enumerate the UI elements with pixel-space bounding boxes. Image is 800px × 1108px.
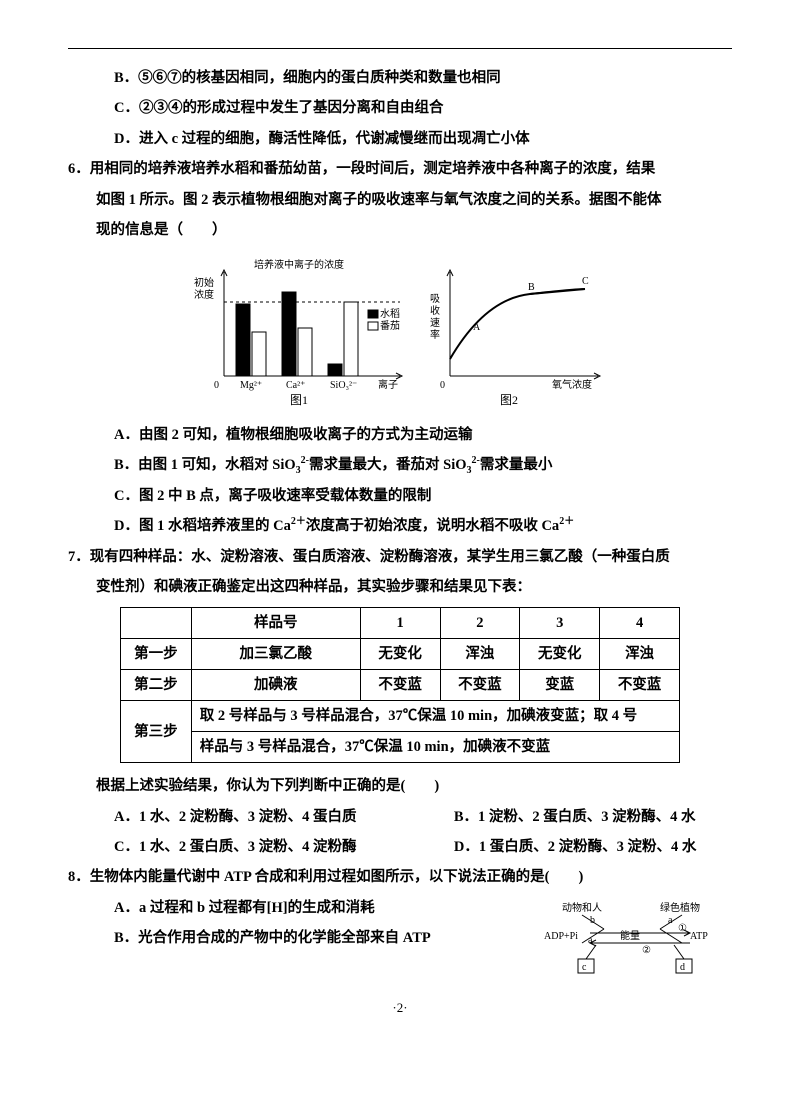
q6-opt-c: C．图 2 中 B 点，离子吸收速率受载体数量的限制	[68, 481, 732, 511]
svg-text:吸: 吸	[430, 294, 440, 305]
svg-text:Ca²⁺: Ca²⁺	[286, 380, 305, 391]
q8-opt-b: B．光合作用合成的产物中的化学能全部来自 ATP	[68, 923, 542, 953]
svg-text:d: d	[680, 962, 685, 973]
fig1-title: 培养液中离子的浓度	[254, 258, 344, 271]
q6-stem3: 现的信息是（ ）	[68, 215, 732, 245]
q5-opt-d: D．进入 c 过程的细胞，酶活性降低，代谢减慢继而出现凋亡小体	[68, 124, 732, 154]
svg-text:SiO₃²⁻: SiO₃²⁻	[330, 380, 357, 391]
q6-figures: 培养液中离子的浓度 初始 浓度 Mg²⁺ Ca²⁺ SiO₃²⁻ 离子 0 水稻…	[68, 254, 732, 414]
svg-text:番茄: 番茄	[380, 319, 400, 332]
svg-text:动物和人: 动物和人	[562, 901, 602, 914]
svg-text:离子: 离子	[378, 378, 398, 391]
svg-text:A: A	[473, 322, 481, 333]
svg-text:b: b	[590, 915, 595, 926]
svg-text:能量: 能量	[620, 929, 640, 942]
svg-text:ATP: ATP	[690, 931, 708, 942]
q6-stem2: 如图 1 所示。图 2 表示植物根细胞对离子的吸收速率与氧气浓度之间的关系。据图…	[68, 185, 732, 215]
q6-opt-a: A．由图 2 可知，植物根细胞吸收离子的方式为主动运输	[68, 420, 732, 450]
svg-text:速: 速	[430, 317, 440, 329]
svg-text:c: c	[582, 962, 587, 973]
fig1-ylab2: 浓度	[194, 288, 214, 301]
q6-opt-b: B．由图 1 可知，水稻对 SiO32-需求量最大，番茄对 SiO32-需求量最…	[68, 450, 732, 481]
q8-figure: 动物和人 绿色植物 ADP+Pi 能量 ATP b a a ① ② c	[542, 893, 732, 976]
q8-stem: 8．生物体内能量代谢中 ATP 合成和利用过程如图所示，以下说法正确的是( )	[68, 862, 732, 892]
q7-row-cd: C．1 水、2 蛋白质、3 淀粉、4 淀粉酶D．1 蛋白质、2 淀粉酶、3 淀粉…	[68, 832, 732, 862]
svg-text:0: 0	[440, 380, 445, 391]
svg-text:Mg²⁺: Mg²⁺	[240, 380, 262, 391]
fig2-caption: 图2	[500, 393, 518, 407]
page-number: ·2·	[68, 994, 732, 1021]
svg-text:0: 0	[214, 380, 219, 391]
q7-table: 样品号 1 2 3 4 第一步加三氯乙酸 无变化浑浊 无变化浑浊 第二步加碘液 …	[120, 607, 680, 763]
svg-text:C: C	[582, 276, 589, 287]
svg-text:②: ②	[642, 945, 651, 956]
fig1-caption: 图1	[290, 393, 308, 407]
q7-row-ab: A．1 水、2 淀粉酶、3 淀粉、4 蛋白质B．1 淀粉、2 蛋白质、3 淀粉酶…	[68, 802, 732, 832]
q7-after: 根据上述实验结果，你认为下列判断中正确的是( )	[68, 771, 732, 801]
q7-stem2: 变性剂）和碘液正确鉴定出这四种样品，其实验步骤和结果见下表：	[68, 572, 732, 602]
svg-text:绿色植物: 绿色植物	[660, 901, 700, 914]
svg-text:氧气浓度: 氧气浓度	[552, 378, 592, 391]
svg-text:B: B	[528, 282, 535, 293]
svg-text:a: a	[668, 915, 673, 926]
svg-text:水稻: 水稻	[380, 308, 400, 320]
svg-text:率: 率	[430, 328, 440, 341]
fig1-ylab1: 初始	[194, 276, 214, 289]
svg-text:①: ①	[678, 923, 687, 934]
svg-text:ADP+Pi: ADP+Pi	[544, 931, 578, 942]
q5-opt-c: C．②③④的形成过程中发生了基因分离和自由组合	[68, 93, 732, 123]
svg-text:收: 收	[430, 304, 440, 317]
q6-opt-d: D．图 1 水稻培养液里的 Ca2＋浓度高于初始浓度，说明水稻不吸收 Ca2＋	[68, 511, 732, 541]
q8-opt-a: A．a 过程和 b 过程都有[H]的生成和消耗	[68, 893, 542, 923]
q6-stem: 6．用相同的培养液培养水稻和番茄幼苗，一段时间后，测定培养液中各种离子的浓度，结…	[68, 154, 732, 184]
q7-stem: 7．现有四种样品：水、淀粉溶液、蛋白质溶液、淀粉酶溶液，某学生用三氯乙酸（一种蛋…	[68, 542, 732, 572]
q5-opt-b: B．⑤⑥⑦的核基因相同，细胞内的蛋白质种类和数量也相同	[68, 63, 732, 93]
